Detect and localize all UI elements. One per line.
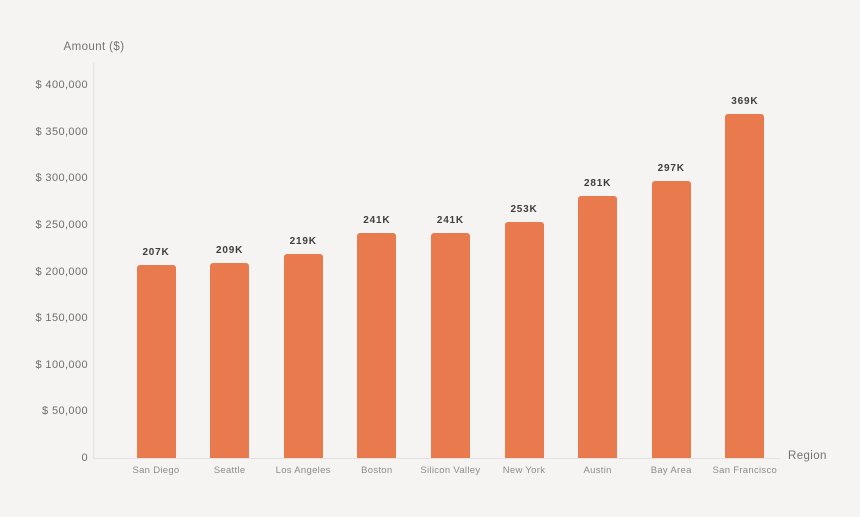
x-axis-category-label: San Francisco <box>712 465 778 476</box>
y-axis-tick-label: $ 200,000 <box>35 265 88 278</box>
bar-value-label: 297K <box>657 163 685 175</box>
y-axis-tick-label: $ 400,000 <box>35 79 88 91</box>
x-axis-title: Region <box>788 450 827 462</box>
y-axis-tick-label: $ 150,000 <box>35 312 88 325</box>
bar-value-label: 207K <box>142 246 170 258</box>
bar <box>578 195 618 458</box>
x-axis-category-label: Silicon Valley <box>420 465 481 476</box>
y-axis-title: Amount ($) <box>63 41 125 53</box>
x-axis-line <box>93 458 780 459</box>
x-axis-category-label: San Diego <box>132 465 180 476</box>
bar-value-label: 369K <box>731 95 759 107</box>
bar <box>210 263 250 458</box>
bar <box>430 233 470 458</box>
bar <box>651 181 691 458</box>
x-axis-category-label: Boston <box>361 465 393 476</box>
x-axis-category-label: Austin <box>583 465 612 476</box>
bar-value-label: 219K <box>289 235 317 247</box>
x-axis-category-label: New York <box>502 465 546 476</box>
bar-value-label: 241K <box>363 215 391 227</box>
y-axis-tick-label: $ 250,000 <box>35 218 88 231</box>
y-axis-tick-label: 0 <box>81 452 88 464</box>
x-axis-category-label: Seattle <box>213 465 246 476</box>
bar-value-label: 241K <box>436 215 464 227</box>
y-axis-tick-label: $ 100,000 <box>35 358 88 371</box>
x-axis-category-label: Los Angeles <box>275 465 331 476</box>
bar-value-label: 253K <box>510 204 538 216</box>
y-axis-tick-label: $ 50,000 <box>41 405 88 418</box>
bar <box>283 253 323 458</box>
y-axis-tick-label: $ 350,000 <box>35 125 88 138</box>
bar-value-label: 281K <box>584 177 612 189</box>
bar-value-label: 209K <box>216 245 244 257</box>
bar <box>725 113 765 458</box>
y-axis-line <box>93 63 94 458</box>
x-axis-category-label: Bay Area <box>650 465 692 476</box>
bar <box>357 233 397 458</box>
y-axis-tick-label: $ 300,000 <box>35 172 88 185</box>
bar <box>136 264 176 458</box>
bar <box>504 222 544 458</box>
